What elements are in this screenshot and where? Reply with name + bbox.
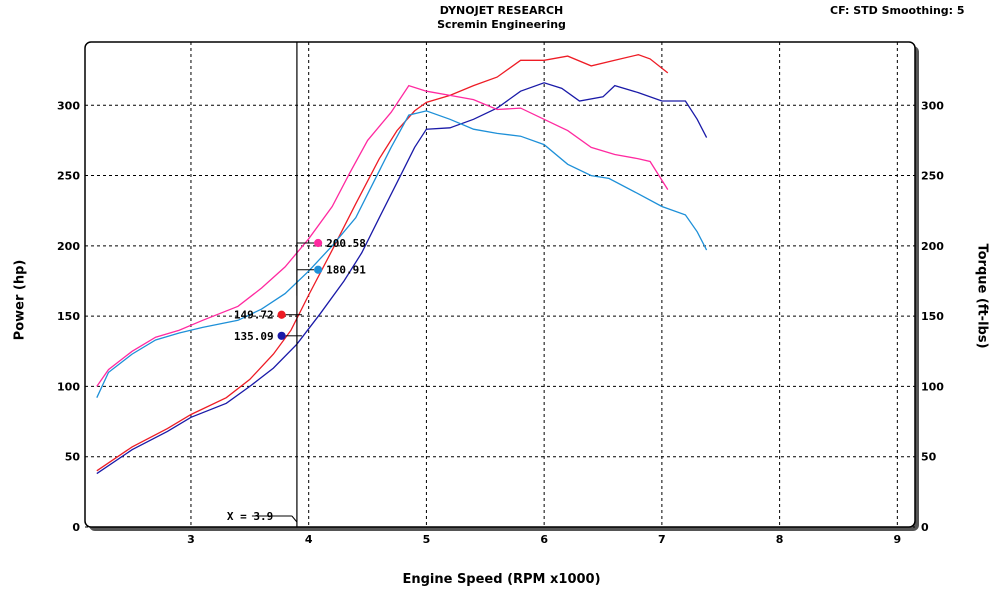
x-tick-label: 4 xyxy=(305,533,313,546)
y-tick-label-left: 200 xyxy=(57,240,80,253)
y-tick-label-left: 0 xyxy=(72,521,80,534)
chart-subtitle: Scremin Engineering xyxy=(437,18,566,31)
x-axis-label: Engine Speed (RPM x1000) xyxy=(402,572,601,587)
y-tick-label-right: 250 xyxy=(921,170,944,183)
x-tick-label: 8 xyxy=(776,533,784,546)
x-tick-label: 5 xyxy=(423,533,431,546)
y-tick-label-right: 0 xyxy=(921,521,929,534)
y-tick-label-left: 50 xyxy=(65,451,81,464)
x-tick-label: 6 xyxy=(540,533,548,546)
y-tick-label-left: 250 xyxy=(57,170,80,183)
series-line-3 xyxy=(96,84,669,387)
readout-marker xyxy=(314,265,323,274)
y-axis-label-right: Torque (ft-lbs) xyxy=(974,243,990,349)
x-tick-label: 9 xyxy=(894,533,902,546)
plot-frame xyxy=(84,41,916,528)
readout-marker xyxy=(277,310,286,319)
series-line-4 xyxy=(96,110,708,398)
x-tick-label: 7 xyxy=(658,533,666,546)
y-tick-label-left: 150 xyxy=(57,310,80,323)
y-tick-label-right: 300 xyxy=(921,99,944,112)
y-tick-label-right: 150 xyxy=(921,310,944,323)
readout-marker xyxy=(314,238,323,248)
cursor-label: X = 3.9 xyxy=(227,510,273,523)
y-tick-label-right: 100 xyxy=(921,380,944,393)
readout-label: 149.72 xyxy=(234,309,274,322)
y-tick-label-left: 300 xyxy=(57,99,80,112)
y-tick-label-right: 50 xyxy=(921,451,937,464)
readout-label: 200.58 xyxy=(326,237,366,250)
y-tick-label-right: 200 xyxy=(921,240,944,253)
x-tick-label: 3 xyxy=(187,533,195,546)
y-tick-label-left: 100 xyxy=(57,380,80,393)
settings-label: CF: STD Smoothing: 5 xyxy=(830,4,965,17)
readout-label: 135.09 xyxy=(234,330,274,343)
readout-label: 180.91 xyxy=(326,264,366,277)
series-line-2 xyxy=(96,82,708,475)
y-axis-label-left: Power (hp) xyxy=(12,259,28,341)
chart-title: DYNOJET RESEARCH xyxy=(439,4,564,17)
cursor-pointer xyxy=(291,515,298,523)
readout-marker xyxy=(277,331,286,340)
